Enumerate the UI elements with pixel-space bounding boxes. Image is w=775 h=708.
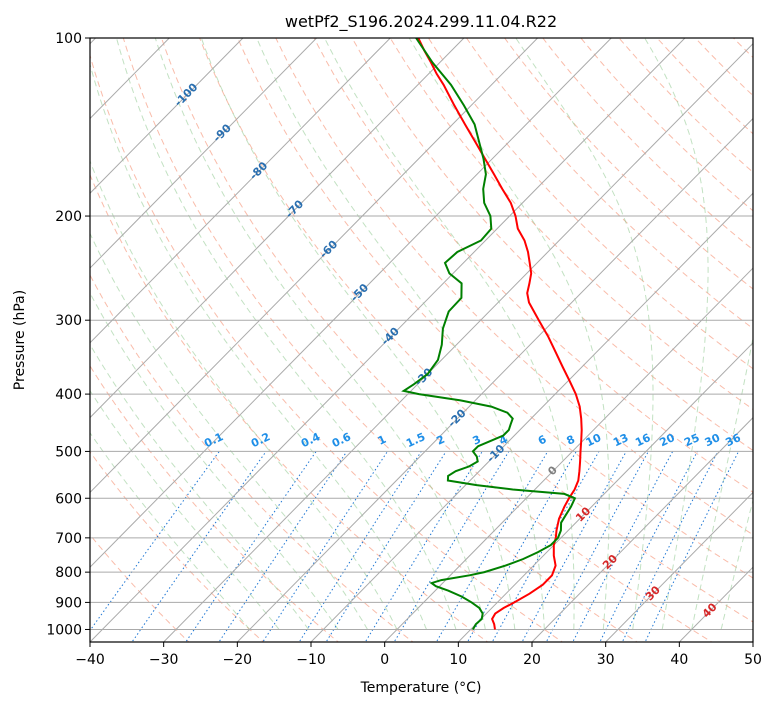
- dry-adiabat: [427, 38, 753, 370]
- isotherm: [90, 38, 317, 269]
- moist-adiabat: [90, 62, 427, 630]
- moist-adiabat: [408, 38, 610, 630]
- mixing-ratio-line: [218, 451, 348, 642]
- moist-adiabat: [324, 38, 575, 630]
- mixing-ratio-line: [435, 451, 549, 642]
- isotherm: [90, 38, 538, 494]
- x-tick-label: 10: [449, 652, 467, 668]
- isotherm: [90, 38, 686, 642]
- moist-adiabat: [720, 498, 753, 630]
- mixing-ratio-label: 20: [658, 431, 678, 449]
- isotherm: [384, 267, 753, 642]
- y-tick-label: 1000: [46, 622, 82, 638]
- y-tick-label: 900: [55, 595, 82, 611]
- dry-adiabat: [90, 274, 414, 642]
- isotherm: [90, 38, 391, 344]
- isotherm: [163, 42, 753, 642]
- moist-adiabat: [200, 38, 516, 630]
- y-tick-label: 600: [55, 491, 82, 507]
- isotherm: [310, 192, 753, 642]
- isotherm: [531, 416, 753, 642]
- y-tick-label: 400: [55, 387, 82, 403]
- mixing-ratio-line: [131, 451, 267, 642]
- isotherm: [605, 491, 753, 642]
- x-tick-label: −30: [149, 652, 179, 668]
- moist-adiabat: [90, 232, 368, 630]
- axes: −40 −30 −20 −10 0 10 20 30 40 50 100 200 300 400 500 60…: [46, 31, 762, 668]
- x-axis-label: Temperature (°C): [360, 680, 482, 696]
- mixing-ratio-line: [262, 451, 388, 642]
- profile-series: [401, 38, 583, 630]
- mixing-ratio-label: 13: [611, 431, 630, 449]
- isotherm: [236, 117, 753, 642]
- mixing-ratio-line: [325, 451, 447, 642]
- isotherm: [457, 342, 753, 642]
- chart-title: wetPf2_S196.2024.299.11.04.R22: [285, 12, 557, 32]
- y-tick-label: 800: [55, 565, 82, 581]
- x-tick-label: 20: [523, 652, 541, 668]
- y-tick-label: 500: [55, 444, 82, 460]
- y-axis-label: Pressure (hPa): [12, 290, 28, 390]
- x-tick-label: −10: [296, 652, 326, 668]
- background-lines: [90, 38, 753, 642]
- mixing-ratio-line: [521, 451, 627, 642]
- mixing-ratio-line: [599, 451, 698, 642]
- y-tick-label: 300: [55, 313, 82, 329]
- x-tick-label: −20: [223, 652, 253, 668]
- moist-adiabat: [90, 292, 339, 630]
- isotherm: [90, 38, 612, 568]
- mixing-ratio-line: [90, 451, 220, 632]
- moist-adiabat: [90, 389, 280, 630]
- dry-adiabat: [237, 38, 753, 579]
- dewpoint-line: [401, 38, 577, 630]
- mixing-ratio-label: 16: [633, 431, 653, 449]
- x-tick-label: 50: [744, 652, 762, 668]
- mixing-ratio-label: 36: [723, 431, 743, 449]
- dry-adiabat: [389, 38, 753, 410]
- mixing-ratio-line: [364, 451, 483, 642]
- x-tick-label: −40: [75, 652, 105, 668]
- dry-adiabat: [465, 38, 753, 330]
- y-tick-label: 100: [55, 31, 82, 47]
- y-tick-label: 700: [55, 531, 82, 547]
- mixing-ratio-line: [572, 451, 674, 642]
- x-tick-label: 30: [597, 652, 615, 668]
- dry-adiabat: [313, 38, 753, 493]
- moist-adiabat: [644, 38, 709, 630]
- moist-adiabat: [515, 38, 654, 630]
- isotherm: [90, 38, 465, 419]
- moist-adiabat: [90, 343, 310, 630]
- dry-adiabat: [160, 38, 713, 642]
- mixing-ratio-line: [185, 451, 317, 642]
- isotherm: [90, 38, 244, 194]
- mixing-ratio-label: 10: [584, 431, 604, 449]
- mixing-ratio-line: [545, 451, 649, 642]
- temperature-line: [417, 38, 583, 630]
- mixing-ratio-label: 25: [682, 431, 701, 449]
- moist-adiabat: [256, 38, 545, 630]
- plot-frame: [89, 37, 754, 643]
- moist-adiabat: [691, 335, 753, 630]
- dry-adiabat: [351, 38, 753, 452]
- x-tick-label: 0: [380, 652, 389, 668]
- x-tick-label: 40: [670, 652, 688, 668]
- moist-adiabat: [90, 431, 251, 630]
- mixing-ratio-label: 30: [703, 431, 723, 449]
- moist-adiabat: [154, 38, 486, 630]
- mixing-ratio-line: [298, 451, 422, 642]
- dry-adiabat: [275, 38, 753, 536]
- y-tick-label: 200: [55, 209, 82, 225]
